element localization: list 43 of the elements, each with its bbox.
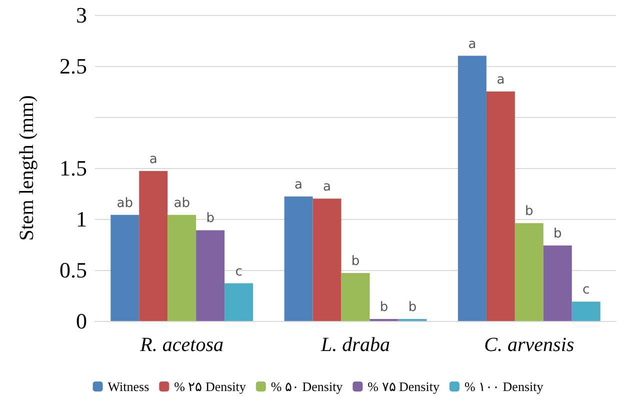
bar bbox=[312, 198, 342, 321]
legend-label: Witness bbox=[108, 379, 150, 394]
data-label: a bbox=[149, 152, 158, 168]
data-label: ab bbox=[174, 196, 190, 211]
bar bbox=[284, 196, 313, 321]
bar bbox=[341, 273, 370, 321]
legend-label: % ۵۰ Density bbox=[270, 379, 344, 394]
bar bbox=[458, 56, 486, 321]
data-label: a bbox=[468, 36, 476, 52]
y-tick-label: 3 bbox=[76, 2, 87, 28]
bar bbox=[196, 230, 225, 321]
legend-label: % ۲۵ Density bbox=[174, 379, 246, 394]
data-label: b bbox=[380, 300, 388, 315]
bar bbox=[224, 283, 254, 321]
bar bbox=[572, 302, 600, 321]
data-label: a bbox=[496, 72, 505, 88]
data-label: b bbox=[206, 211, 214, 226]
legend-label: % ۱۰۰ Density bbox=[464, 379, 544, 394]
bar bbox=[110, 214, 140, 321]
data-label: a bbox=[294, 178, 303, 193]
data-label: b bbox=[554, 226, 562, 242]
y-axis-title: Stem length (mm) bbox=[16, 95, 38, 241]
bar bbox=[486, 92, 515, 321]
bar bbox=[514, 223, 544, 321]
y-tick-label: 1 bbox=[76, 206, 87, 232]
x-tick-label: L. draba bbox=[320, 334, 390, 356]
x-tick-label: R. acetosa bbox=[139, 334, 224, 356]
data-label: c bbox=[582, 282, 590, 298]
data-label: a bbox=[323, 180, 332, 195]
x-tick-label: C. arvensis bbox=[484, 334, 574, 356]
legend-label: % ۷۵ Density bbox=[368, 379, 440, 394]
data-label: b bbox=[525, 204, 534, 220]
y-tick-label: 2.5 bbox=[60, 54, 87, 78]
data-label: b bbox=[408, 300, 417, 315]
data-label: c bbox=[235, 264, 242, 280]
data-label: b bbox=[351, 254, 360, 270]
y-tick-label: 0 bbox=[76, 308, 87, 334]
bar bbox=[139, 171, 168, 321]
y-tick-label: 1.5 bbox=[60, 156, 87, 180]
bar bbox=[168, 214, 196, 321]
y-tick-label: 0.5 bbox=[60, 258, 87, 282]
bar bbox=[543, 246, 572, 321]
data-label: ab bbox=[116, 196, 133, 211]
